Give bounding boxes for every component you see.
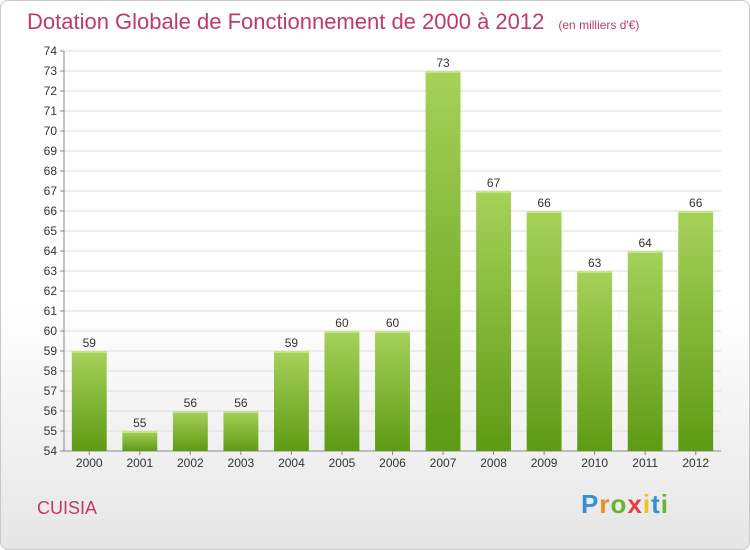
logo-letter: t — [651, 489, 661, 519]
bar-value-label: 63 — [588, 256, 602, 270]
bar — [223, 411, 259, 451]
bar-value-label: 67 — [487, 176, 501, 190]
y-tick-label: 64 — [44, 244, 58, 258]
y-tick-label: 60 — [44, 324, 58, 338]
bar-top-highlight — [223, 411, 259, 413]
bar-top-highlight — [122, 431, 158, 433]
bar — [577, 271, 613, 451]
y-tick-label: 58 — [44, 364, 58, 378]
bar-top-highlight — [324, 331, 360, 333]
bar — [71, 351, 107, 451]
x-tick-label: 2005 — [329, 456, 356, 470]
x-tick-label: 2008 — [480, 456, 507, 470]
bar-top-highlight — [172, 411, 208, 413]
bar-top-highlight — [627, 251, 663, 253]
bar-value-label: 59 — [285, 336, 299, 350]
chart-title: Dotation Globale de Fonctionnement de 20… — [27, 9, 639, 35]
bar-value-label: 66 — [689, 196, 703, 210]
y-tick-label: 68 — [44, 164, 58, 178]
bar — [122, 431, 158, 451]
bar-top-highlight — [577, 271, 613, 273]
bar — [375, 331, 410, 451]
bar — [324, 331, 360, 451]
y-tick-label: 57 — [44, 384, 58, 398]
bar-value-label: 60 — [386, 316, 400, 330]
bar-value-label: 66 — [537, 196, 551, 210]
bar — [476, 191, 512, 451]
logo-letter: x — [627, 489, 643, 519]
y-tick-label: 61 — [44, 304, 58, 318]
bar-top-highlight — [375, 331, 410, 333]
y-tick-label: 66 — [44, 204, 58, 218]
bar-value-label: 64 — [639, 236, 653, 250]
y-tick-label: 67 — [44, 184, 58, 198]
y-tick-label: 74 — [44, 44, 58, 58]
bar-top-highlight — [71, 351, 107, 353]
bar-value-label: 56 — [234, 396, 248, 410]
y-tick-label: 72 — [44, 84, 58, 98]
x-tick-label: 2004 — [278, 456, 305, 470]
bar-value-label: 55 — [133, 416, 147, 430]
x-tick-label: 2007 — [430, 456, 457, 470]
logo-letter: i — [642, 489, 652, 519]
x-tick-label: 2006 — [379, 456, 406, 470]
bar-top-highlight — [678, 211, 714, 213]
logo-letter: P — [581, 489, 600, 519]
y-tick-label: 54 — [44, 444, 58, 458]
bar — [627, 251, 663, 451]
x-tick-label: 2001 — [126, 456, 153, 470]
y-tick-label: 63 — [44, 264, 58, 278]
commune-name: CUISIA — [37, 498, 98, 518]
y-tick-label: 65 — [44, 224, 58, 238]
x-tick-label: 2009 — [531, 456, 558, 470]
y-tick-label: 56 — [44, 404, 58, 418]
x-tick-label: 2010 — [581, 456, 608, 470]
bar — [273, 351, 309, 451]
y-tick-label: 71 — [44, 104, 58, 118]
logo-letter: o — [610, 489, 628, 519]
bar-value-label: 59 — [83, 336, 97, 350]
x-tick-label: 2002 — [177, 456, 204, 470]
x-tick-label: 2003 — [228, 456, 255, 470]
bar-value-label: 73 — [436, 56, 450, 70]
chart-title-text: Dotation Globale de Fonctionnement de 20… — [27, 9, 545, 34]
x-tick-label: 2000 — [76, 456, 103, 470]
bar-top-highlight — [425, 71, 461, 73]
bar — [526, 211, 562, 451]
logo-letter: r — [599, 489, 611, 519]
proxiti-logo: Proxiti — [581, 489, 669, 520]
bar-top-highlight — [476, 191, 512, 193]
bar-value-label: 56 — [184, 396, 198, 410]
bar — [425, 71, 461, 451]
bar — [172, 411, 208, 451]
bar-value-label: 60 — [335, 316, 349, 330]
y-tick-label: 69 — [44, 144, 58, 158]
logo-letter: i — [660, 489, 669, 519]
y-tick-label: 59 — [44, 344, 58, 358]
chart-unit: (en milliers d'€) — [558, 18, 640, 32]
bar — [678, 211, 714, 451]
y-tick-label: 55 — [44, 424, 58, 438]
y-tick-label: 70 — [44, 124, 58, 138]
y-tick-label: 73 — [44, 64, 58, 78]
bar-top-highlight — [526, 211, 562, 213]
y-tick-label: 62 — [44, 284, 58, 298]
x-tick-label: 2011 — [632, 456, 658, 470]
x-tick-label: 2012 — [682, 456, 709, 470]
bar-top-highlight — [273, 351, 309, 353]
